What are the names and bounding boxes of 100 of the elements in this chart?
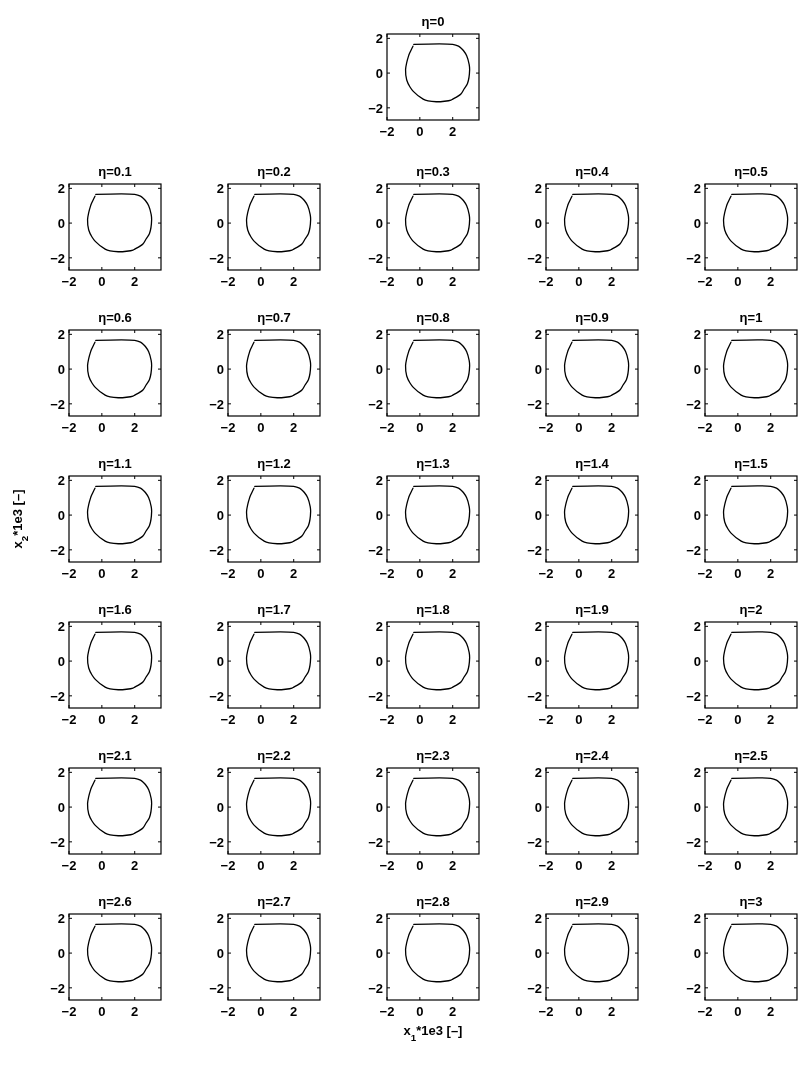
y-tick-label: 2 [693,911,701,927]
x-tick-label: 2 [131,1004,139,1019]
y-tick-label: −2 [209,688,224,704]
chart-title: η=1.1 [98,456,132,471]
x-tick-label: 2 [449,420,457,435]
y-tick-label: 2 [375,619,383,635]
x-tick-label: 2 [767,566,775,581]
x-tick-label: 0 [575,274,583,289]
y-tick-label: 0 [216,362,224,378]
chart-title: η=2 [739,602,763,617]
x-tick-label: 0 [98,858,106,873]
y-tick-label: 0 [375,508,383,524]
y-tick-label: 2 [216,619,224,635]
line-series [563,777,630,837]
y-tick-label: −2 [368,980,383,996]
line-series [563,631,630,691]
x-tick-label: 2 [290,566,298,581]
x-tick-label: 2 [767,712,775,727]
chart-title: η=0 [421,14,445,29]
line-series [722,339,789,399]
x-tick-label: 0 [734,566,742,581]
x-tick-label: 2 [449,1004,457,1019]
y-tick-label: 0 [216,216,224,232]
x-tick-label: 0 [416,124,424,139]
x-tick-label: 0 [257,420,265,435]
y-tick-label: 2 [216,327,224,343]
y-tick-label: 0 [534,508,542,524]
x-axis-title: x$_{1}$*1e3 [–] [403,1023,463,1043]
x-tick-label: 2 [131,712,139,727]
y-tick-label: 2 [534,619,542,635]
line-series [404,485,471,545]
y-tick-label: 0 [57,800,65,816]
y-tick-label: 0 [375,800,383,816]
y-tick-label: 0 [57,654,65,670]
chart-title: η=1.3 [416,456,450,471]
x-tick-label: 0 [257,858,265,873]
x-tick-label: 2 [449,124,457,139]
x-tick-label: 0 [257,712,265,727]
chart-title: η=0.6 [98,310,132,325]
x-tick-label: 0 [98,1004,106,1019]
line-series [404,777,471,837]
y-tick-label: −2 [209,542,224,558]
x-tick-label: 0 [98,274,106,289]
y-tick-label: 0 [375,362,383,378]
y-tick-label: 0 [534,800,542,816]
y-tick-label: 0 [375,216,383,232]
line-series [245,777,312,837]
line-series [722,485,789,545]
y-tick-label: 0 [693,216,701,232]
x-tick-label: 0 [734,420,742,435]
y-tick-label: 0 [375,654,383,670]
x-tick-label: 0 [416,274,424,289]
chart-title: η=1.5 [734,456,768,471]
x-tick-label: 0 [575,566,583,581]
y-tick-label: −2 [686,688,701,704]
x-tick-label: 2 [131,858,139,873]
line-series [86,923,153,983]
y-tick-label: −2 [368,250,383,266]
y-tick-label: −2 [527,396,542,412]
y-tick-label: −2 [527,980,542,996]
x-tick-label: 2 [608,274,616,289]
x-tick-label: 0 [734,858,742,873]
y-tick-label: −2 [50,980,65,996]
y-tick-label: 2 [375,181,383,197]
x-tick-label: 2 [608,1004,616,1019]
line-series [722,777,789,837]
y-tick-label: 2 [693,765,701,781]
y-tick-label: −2 [50,688,65,704]
x-tick-label: 2 [290,1004,298,1019]
x-tick-label: 0 [575,420,583,435]
line-series [563,923,630,983]
y-tick-label: 0 [693,362,701,378]
y-tick-label: 2 [534,327,542,343]
y-tick-label: 2 [57,327,65,343]
x-tick-label: 0 [416,566,424,581]
y-tick-label: −2 [50,834,65,850]
y-tick-label: 0 [693,800,701,816]
y-tick-label: 0 [534,216,542,232]
chart-title: η=2.5 [734,748,768,763]
line-series [722,193,789,253]
x-tick-label: 0 [416,858,424,873]
y-tick-label: 2 [375,31,383,47]
chart-title: η=0.4 [575,164,610,179]
x-tick-label: 2 [131,420,139,435]
x-tick-label: 0 [734,274,742,289]
chart-title: η=2.2 [257,748,291,763]
line-series [86,777,153,837]
x-tick-label: 2 [131,274,139,289]
y-tick-label: 0 [216,946,224,962]
chart-title: η=1.7 [257,602,291,617]
chart-title: η=2.8 [416,894,450,909]
y-tick-label: 2 [693,473,701,489]
y-tick-label: −2 [686,834,701,850]
y-tick-label: 0 [534,654,542,670]
y-tick-label: 2 [534,181,542,197]
y-tick-label: 2 [57,619,65,635]
chart-title: η=0.5 [734,164,768,179]
y-tick-label: −2 [368,688,383,704]
line-series [245,339,312,399]
chart-title: η=1.8 [416,602,450,617]
